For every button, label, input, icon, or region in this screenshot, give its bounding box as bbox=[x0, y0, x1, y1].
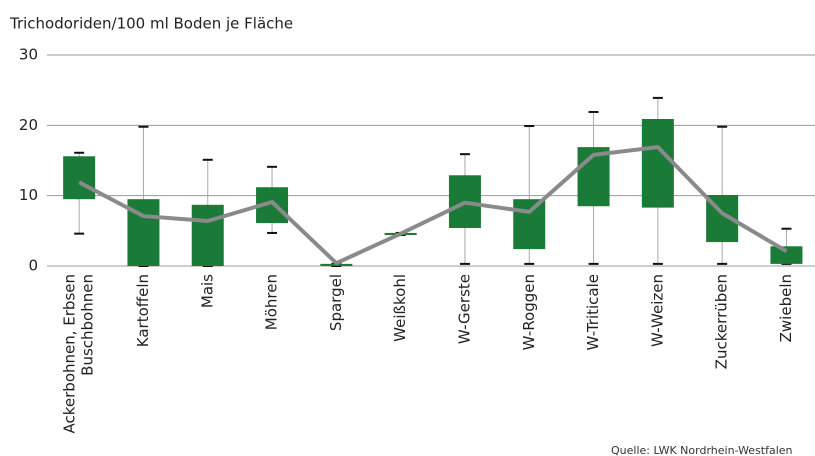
x-tick-label: Zuckerrüben bbox=[713, 274, 731, 369]
x-tick-label: W-Gerste bbox=[455, 274, 473, 344]
y-tick-label: 10 bbox=[19, 186, 38, 204]
x-tick-label: Mais bbox=[198, 274, 216, 308]
x-tick-label: Buschbohnen bbox=[79, 274, 97, 376]
x-tick-label: Spargel bbox=[327, 274, 345, 331]
y-tick-label: 0 bbox=[28, 257, 38, 275]
box bbox=[770, 246, 803, 264]
x-tick-label: Möhren bbox=[263, 274, 281, 330]
chart-title: Trichodoriden/100 ml Boden je Fläche bbox=[9, 15, 293, 33]
mean-line bbox=[78, 145, 788, 266]
box bbox=[513, 199, 546, 250]
x-tick-label: Ackerbohnen, Erbsen bbox=[61, 274, 79, 434]
x-tick-label: Weißkohl bbox=[391, 274, 409, 342]
box bbox=[191, 204, 224, 266]
box bbox=[641, 119, 674, 208]
x-tick-label: Kartoffeln bbox=[134, 274, 152, 347]
x-tick-label: W-Triticale bbox=[584, 274, 602, 350]
y-tick-label: 30 bbox=[19, 46, 38, 64]
x-tick-label: W-Weizen bbox=[648, 274, 666, 347]
x-tick-label: Zwiebeln bbox=[777, 274, 795, 342]
source: Quelle: LWK Nordrhein-Westfalen bbox=[611, 444, 793, 456]
x-tick-label: W-Roggen bbox=[520, 274, 538, 350]
y-tick-label: 20 bbox=[19, 116, 38, 134]
box bbox=[63, 156, 96, 200]
